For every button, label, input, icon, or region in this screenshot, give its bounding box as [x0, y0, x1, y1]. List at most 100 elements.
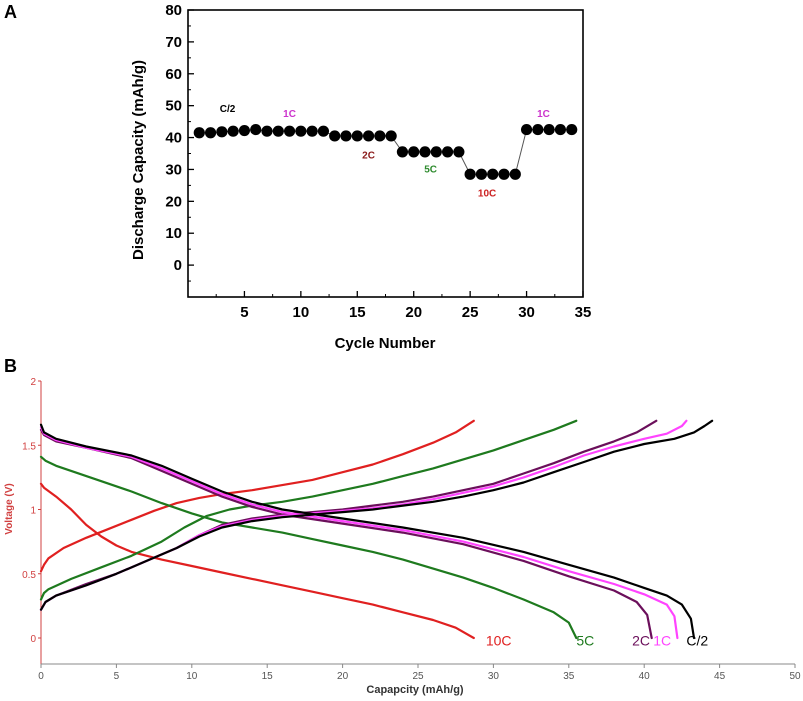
panel-b-letter: B — [4, 356, 17, 376]
curve-label: 5C — [576, 633, 594, 649]
data-point — [374, 130, 386, 142]
data-point — [464, 168, 476, 180]
data-point — [306, 125, 318, 137]
data-point — [475, 168, 488, 180]
curve-label: 2C — [632, 633, 650, 649]
data-point — [385, 130, 397, 142]
panel-a-chart: 0 10 20 30 40 50 60 70 80 5 10 15 20 25 30 35 C/2 1C 2C 5C… — [130, 2, 591, 352]
curve-label: 10C — [486, 633, 512, 649]
y-tick-label: 0.5 — [22, 570, 36, 581]
data-point — [238, 124, 251, 137]
x-tick-label: 10 — [293, 304, 310, 321]
rate-annotation: 1C — [283, 109, 296, 120]
x-tick-label: 45 — [714, 671, 726, 682]
data-point — [362, 130, 375, 142]
data-point — [419, 146, 431, 158]
curve-5c-discharge — [39, 455, 578, 640]
capacity-line — [199, 129, 572, 175]
x-tick-label: 30 — [518, 304, 535, 321]
y-tick-label: 0 — [174, 257, 182, 274]
data-point — [227, 125, 239, 137]
x-tick-label: 5 — [114, 671, 120, 682]
x-tick-label: 0 — [38, 671, 44, 682]
x-tick-label: 15 — [349, 304, 366, 321]
y-tick-label: 70 — [165, 34, 182, 51]
data-point — [204, 127, 217, 139]
data-point — [543, 123, 555, 136]
curve-10c-charge — [39, 419, 475, 573]
data-point — [566, 123, 578, 136]
curve-10c-discharge — [39, 482, 475, 640]
x-tick-label: 20 — [337, 671, 349, 682]
x-tick-label: 40 — [639, 671, 651, 682]
panel-a-frame — [187, 9, 584, 298]
y-tick-label: 10 — [165, 225, 182, 242]
data-point — [317, 125, 330, 137]
curve-label: C/2 — [686, 633, 708, 649]
panel-a-annotations: C/2 1C 2C 5C 10C 1C — [220, 104, 550, 200]
y-tick-label: 1.5 — [22, 441, 36, 452]
panel-b-axes — [38, 380, 796, 668]
panel-a-points — [193, 123, 578, 180]
curve-c-2-charge — [39, 419, 714, 611]
x-tick-label: 30 — [488, 671, 500, 682]
y-tick-label: 2 — [30, 377, 36, 388]
panel-b-curves — [39, 419, 714, 640]
data-point — [283, 125, 296, 137]
data-point — [329, 130, 341, 142]
panel-a-tick-labels: 0 10 20 30 40 50 60 70 80 5 10 15 20 25 30 35 — [165, 2, 591, 321]
panel-b-curve-labels: 10C 5C 2C 1C C/2 — [486, 633, 709, 649]
curve-label: 1C — [653, 633, 671, 649]
y-tick-label: 40 — [165, 130, 182, 147]
data-point — [261, 125, 273, 137]
rate-annotation: 2C — [362, 150, 375, 161]
panel-a-x-axis-label: Cycle Number — [335, 335, 436, 352]
panel-b-x-axis-label: Capapcity (mAh/g) — [366, 684, 464, 696]
x-tick-label: 15 — [262, 671, 274, 682]
panel-a-letter: A — [4, 2, 17, 22]
data-point — [441, 146, 454, 158]
data-point — [250, 123, 262, 136]
rate-annotation: 5C — [424, 165, 437, 176]
y-tick-label: 30 — [165, 161, 182, 178]
y-tick-label: 1 — [30, 506, 36, 517]
x-tick-label: 25 — [462, 304, 479, 321]
data-point — [193, 127, 205, 139]
rate-annotation: 1C — [537, 109, 550, 120]
curve-c-2-discharge — [39, 423, 696, 640]
data-point — [396, 146, 409, 158]
data-point — [520, 123, 533, 136]
data-point — [487, 168, 499, 180]
x-tick-label: 5 — [240, 304, 248, 321]
data-point — [351, 130, 363, 142]
data-point — [430, 146, 442, 158]
y-tick-label: 80 — [165, 2, 182, 19]
x-tick-label: 50 — [789, 671, 801, 682]
panel-a-y-axis-label: Discharge Capacity (mAh/g) — [130, 60, 147, 260]
y-tick-label: 50 — [165, 98, 182, 115]
curve-2c-charge — [39, 419, 658, 611]
panel-b-y-axis-label: Voltage (V) — [4, 483, 15, 534]
curve-1c-discharge — [39, 426, 679, 640]
data-point — [272, 125, 284, 137]
panel-a-ticks — [188, 9, 584, 297]
x-tick-label: 35 — [575, 304, 592, 321]
y-tick-label: 0 — [30, 634, 36, 645]
y-tick-label: 60 — [165, 66, 182, 83]
data-point — [216, 126, 228, 138]
data-point — [453, 146, 465, 158]
data-point — [295, 125, 307, 137]
x-tick-label: 25 — [412, 671, 424, 682]
panel-a-series-line — [199, 129, 572, 175]
x-tick-label: 10 — [186, 671, 198, 682]
data-point — [532, 123, 544, 136]
data-point — [340, 130, 352, 142]
data-point — [408, 146, 420, 158]
panel-b-tick-labels: 00.511.520 5 10 15 20 25 30 35 40 45 50 — [22, 377, 801, 682]
data-point — [509, 168, 521, 180]
x-tick-label: 35 — [563, 671, 575, 682]
data-point — [554, 123, 567, 136]
y-tick-label: 20 — [165, 193, 182, 210]
rate-annotation: 10C — [478, 189, 496, 200]
